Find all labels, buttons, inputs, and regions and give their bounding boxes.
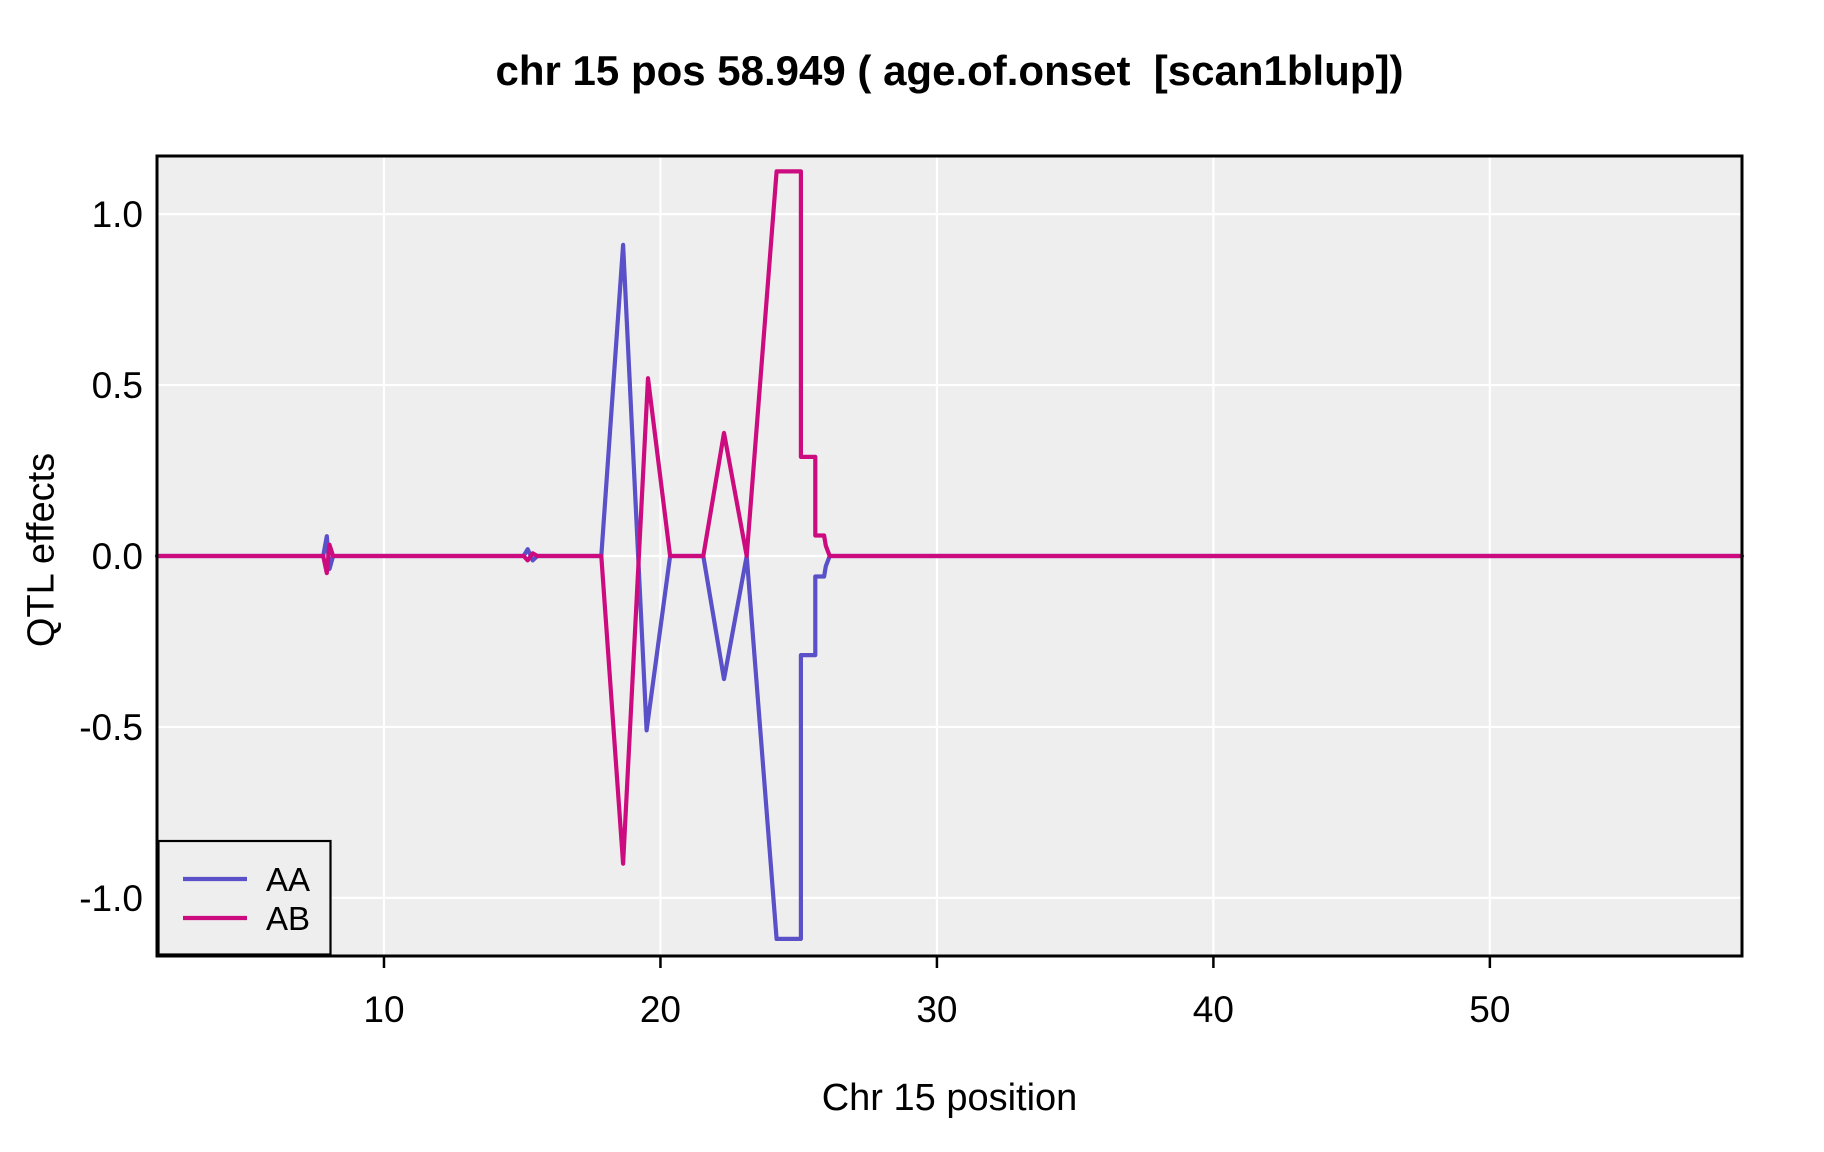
- series-line-ab: [154, 169, 1745, 866]
- legend: AA AB: [157, 839, 332, 956]
- panel-border: [155, 154, 1744, 958]
- legend-label-aa: AA: [266, 861, 310, 898]
- y-tick-labels: -1.0 -0.5 0.0 0.5 1.0: [79, 194, 143, 919]
- series-lines: [154, 169, 1745, 942]
- legend-label-ab: AB: [266, 900, 310, 937]
- y-tick-label: 1.0: [92, 194, 143, 235]
- x-axis-ticks: [382, 957, 1492, 968]
- y-tick-label: -0.5: [79, 707, 143, 748]
- y-tick-label: 0.0: [92, 536, 143, 577]
- x-tick-label: 10: [363, 989, 404, 1030]
- y-tick-label: -1.0: [79, 878, 143, 919]
- chart-title: chr 15 pos 58.949 ( age.of.onset [scan1b…: [495, 47, 1404, 94]
- x-tick-labels: 10 20 30 40 50: [363, 989, 1510, 1030]
- y-tick-label: 0.5: [92, 365, 143, 406]
- x-tick-label: 50: [1469, 989, 1510, 1030]
- x-tick-label: 20: [640, 989, 681, 1030]
- x-tick-label: 40: [1193, 989, 1234, 1030]
- x-axis-title: Chr 15 position: [821, 1077, 1078, 1119]
- x-tick-label: 30: [916, 989, 957, 1030]
- y-axis-title: QTL effects: [20, 452, 63, 648]
- legend-box: [157, 839, 332, 956]
